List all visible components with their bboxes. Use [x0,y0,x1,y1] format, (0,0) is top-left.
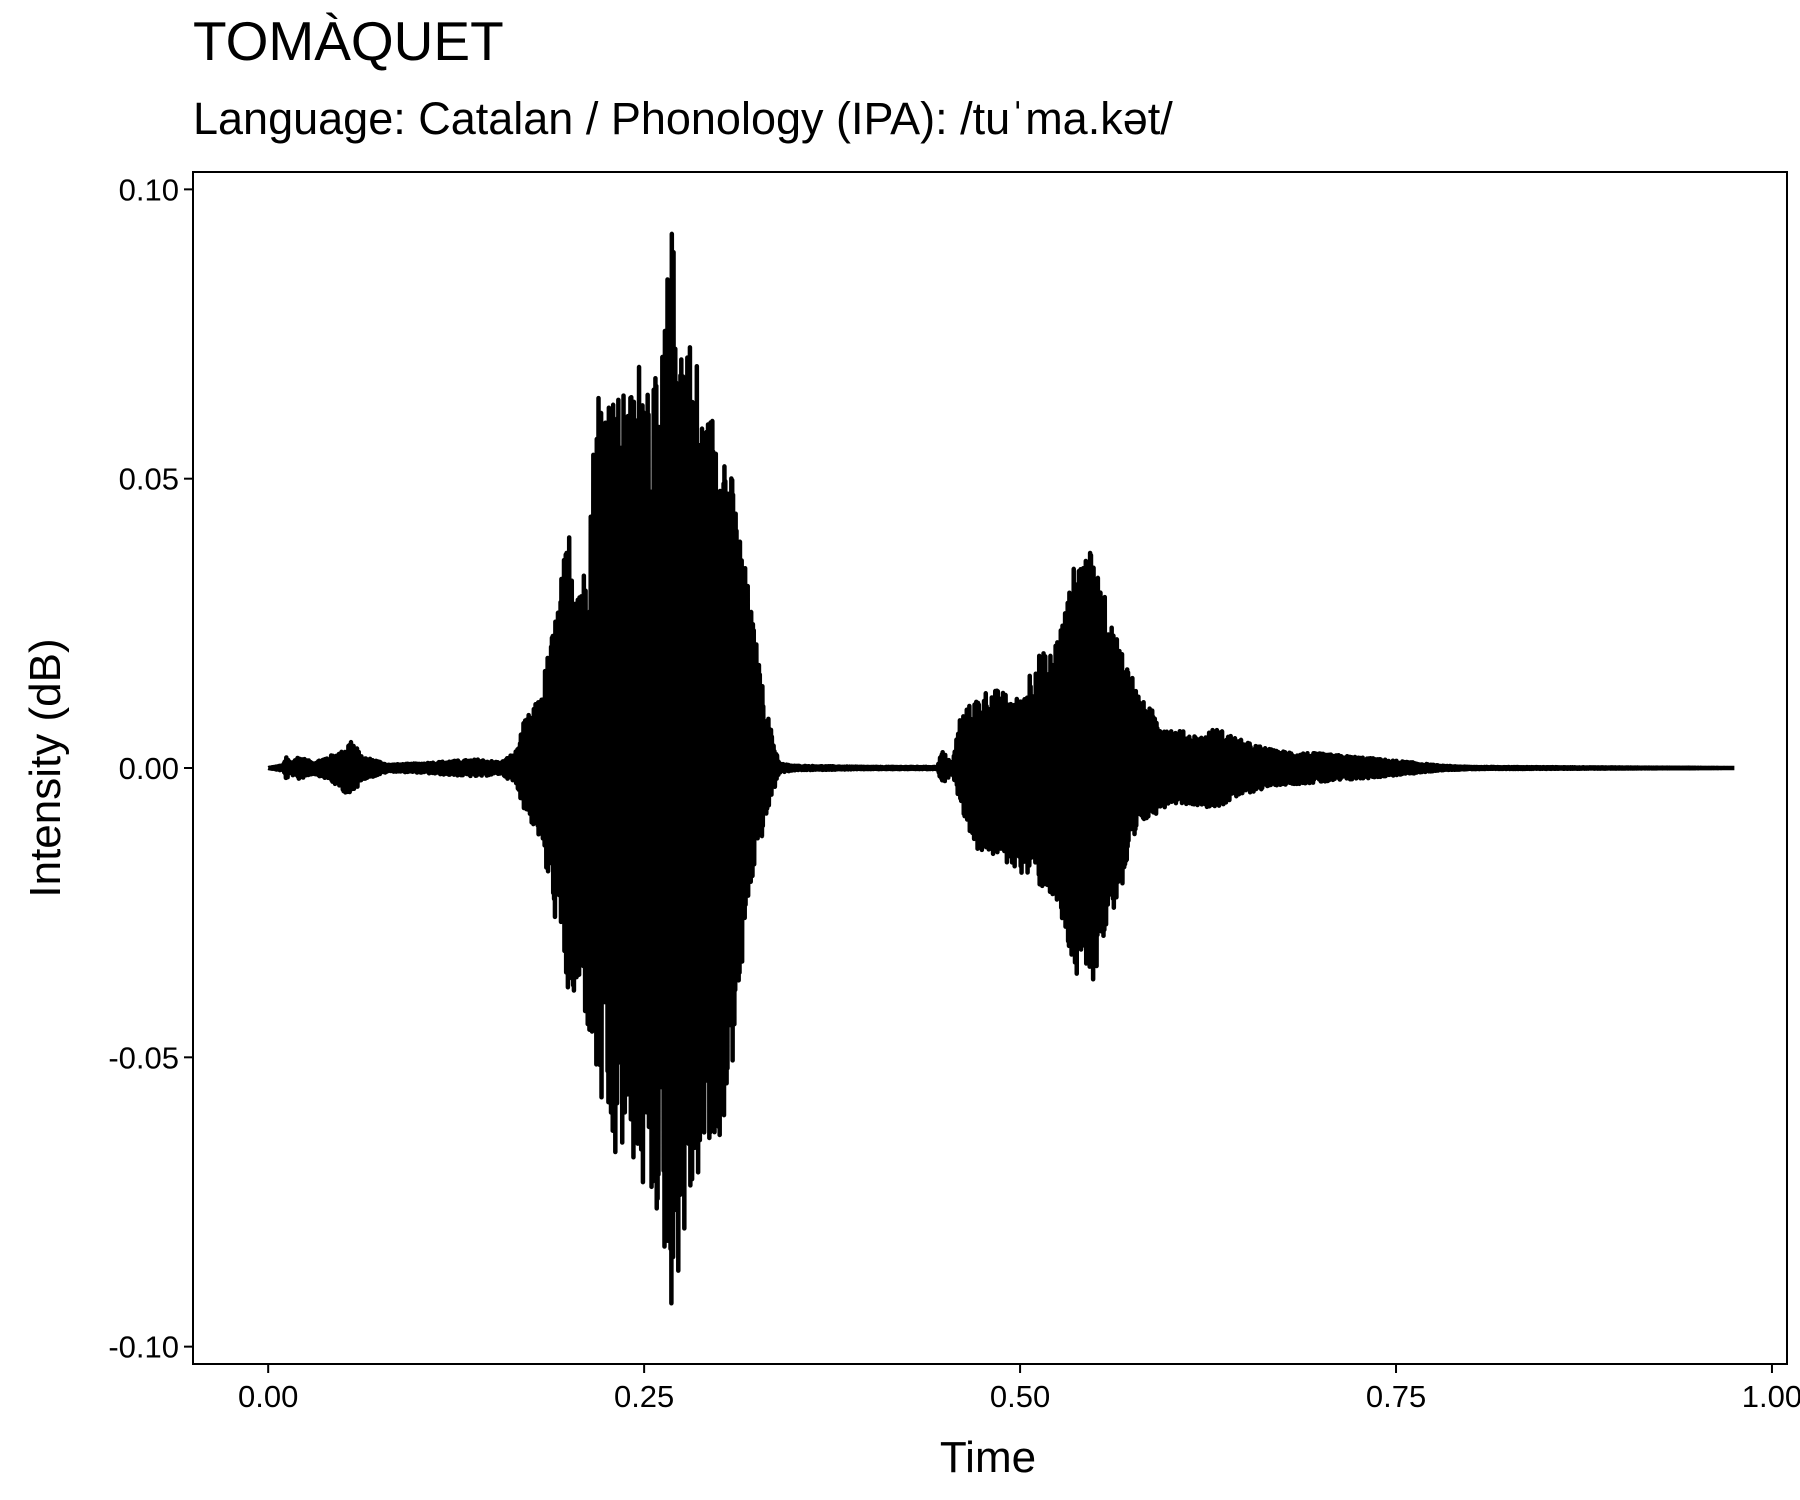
y-tick-label: 0.05 [119,462,179,497]
x-axis-title: Time [940,1433,1036,1482]
y-tick-label: 0.10 [119,172,179,207]
y-axis-title: Intensity (dB) [21,638,70,897]
waveform-line [266,231,1737,1306]
chart-subtitle: Language: Catalan / Phonology (IPA): /tu… [193,93,1173,144]
y-tick-label: -0.05 [108,1040,179,1075]
y-tick-label: 0.00 [119,751,179,786]
x-tick-label: 0.50 [990,1379,1050,1414]
x-tick-label: 1.00 [1742,1379,1800,1414]
x-tick-label: 0.25 [614,1379,674,1414]
x-tick-label: 0.75 [1366,1379,1426,1414]
y-axis: -0.10 -0.05 0.00 0.05 0.10 [108,172,193,1365]
y-tick-label: -0.10 [108,1330,179,1365]
x-axis: 0.00 0.25 0.50 0.75 1.00 [238,1364,1800,1414]
x-tick-label: 0.00 [238,1379,298,1414]
chart-title: TOMÀQUET [193,10,504,72]
waveform-layer [266,231,1737,1306]
